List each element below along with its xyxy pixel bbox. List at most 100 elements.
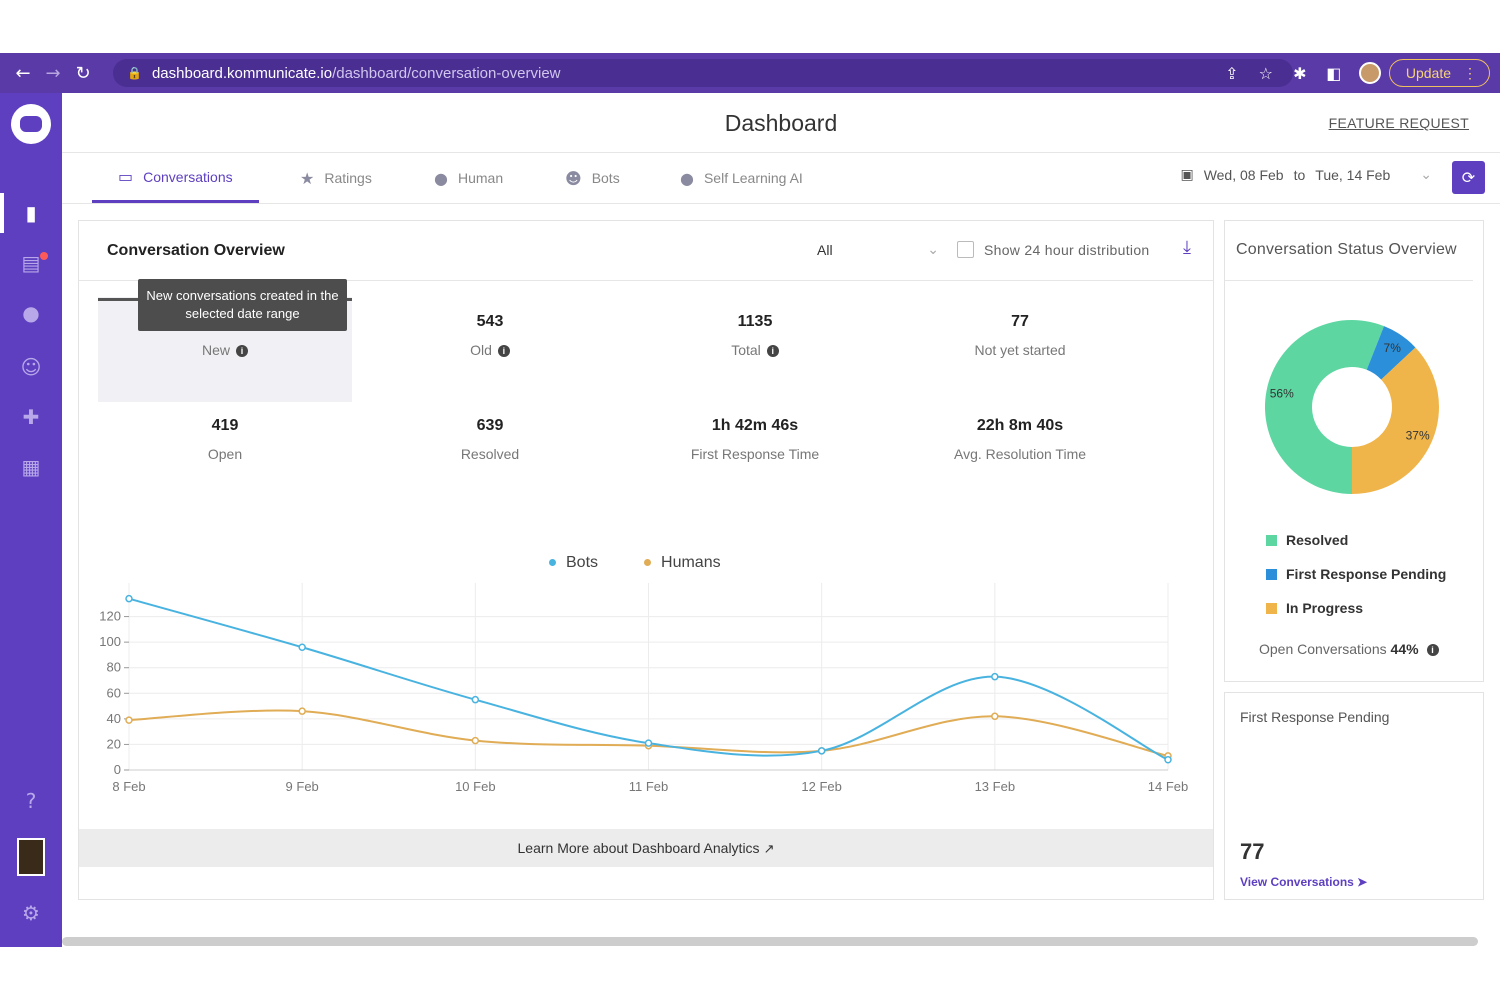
data-point-humans bbox=[125, 716, 133, 724]
metric-open[interactable]: 419 Open bbox=[98, 417, 352, 462]
metric-old[interactable]: 543 Old i bbox=[363, 313, 617, 358]
metric-total[interactable]: 1135 Total i bbox=[628, 313, 882, 358]
info-icon[interactable]: i bbox=[236, 345, 248, 358]
bookmark-star-icon[interactable]: ☆ bbox=[1258, 63, 1274, 83]
info-icon[interactable]: i bbox=[497, 345, 510, 358]
update-button[interactable]: Update ⋮ bbox=[1388, 59, 1490, 87]
left-sidebar: ▮ ▤ ● ☺ ✚ ▦ ? ⚙ bbox=[0, 93, 62, 947]
metric-not-started[interactable]: 77 Not yet started bbox=[893, 313, 1147, 358]
tab-label: Human bbox=[457, 170, 504, 186]
donut-slice-first-response-pending[interactable] bbox=[1366, 326, 1416, 380]
legend-item-first-response-pending[interactable]: First Response Pending bbox=[1266, 557, 1446, 591]
y-tick-label: 80 bbox=[107, 660, 121, 675]
first-response-pending-card: First Response Pending 77 View Conversat… bbox=[1224, 692, 1484, 900]
tab-bots[interactable]: ☻ Bots bbox=[539, 153, 646, 203]
conversations-nav-icon[interactable]: ▤ bbox=[0, 243, 62, 283]
date-range-picker[interactable]: ▣ Wed, 08 Feb to Tue, 14 Feb ⌄ bbox=[1180, 167, 1432, 183]
legend-item-resolved[interactable]: Resolved bbox=[1266, 523, 1446, 557]
profile-avatar[interactable] bbox=[1358, 62, 1381, 84]
link-label: View Conversations bbox=[1240, 875, 1354, 889]
filter-value: All bbox=[817, 242, 833, 258]
metric-resolved[interactable]: 639 Resolved bbox=[363, 417, 617, 462]
legend-item-humans[interactable]: Humans bbox=[644, 554, 721, 572]
address-bar[interactable]: 🔒 dashboard.kommunicate.io/dashboard/con… bbox=[113, 59, 1293, 87]
settings-gear-icon[interactable]: ⚙ bbox=[22, 901, 40, 925]
distribution-toggle[interactable]: Show 24 hour distribution bbox=[957, 241, 1150, 258]
metric-first-response-time[interactable]: 1h 42m 46s First Response Time bbox=[628, 417, 882, 462]
legend-item-in-progress[interactable]: In Progress bbox=[1266, 591, 1446, 625]
overview-title: Conversation Overview bbox=[107, 242, 285, 259]
legend-label: Resolved bbox=[1286, 532, 1349, 548]
x-tick-label: 12 Feb bbox=[801, 779, 841, 794]
browser-toolbar: ← → ↻ 🔒 dashboard.kommunicate.io/dashboa… bbox=[0, 53, 1500, 93]
calendar-icon: ▣ bbox=[1180, 167, 1194, 183]
learn-more-link[interactable]: Learn More about Dashboard Analytics bbox=[517, 840, 760, 856]
tab-self-learning-ai[interactable]: ● Self Learning AI bbox=[654, 153, 829, 203]
user-avatar[interactable] bbox=[17, 838, 45, 876]
metric-value: 1h 42m 46s bbox=[711, 417, 799, 434]
metric-label: Avg. Resolution Time bbox=[953, 446, 1087, 462]
metric-label: Not yet started bbox=[974, 342, 1066, 358]
users-nav-icon[interactable]: ● bbox=[22, 301, 40, 325]
feature-request-link[interactable]: FEATURE REQUEST bbox=[1328, 115, 1469, 131]
legend-label: Bots bbox=[566, 554, 599, 571]
info-icon[interactable]: i bbox=[766, 345, 779, 358]
data-point-bots bbox=[125, 594, 133, 603]
bulb-icon: ● bbox=[680, 168, 694, 188]
integrations-nav-icon[interactable]: ✚ bbox=[22, 405, 40, 429]
x-tick-label: 9 Feb bbox=[286, 779, 319, 794]
kommunicate-logo[interactable] bbox=[11, 104, 51, 144]
more-vert-icon: ⋮ bbox=[1463, 64, 1477, 81]
user-icon: ● bbox=[434, 168, 448, 188]
refresh-button[interactable]: ⟳ bbox=[1452, 161, 1485, 194]
tab-ratings[interactable]: ★ Ratings bbox=[274, 153, 398, 203]
sidepanel-icon[interactable]: ◧ bbox=[1326, 63, 1342, 83]
horizontal-scrollbar[interactable] bbox=[62, 937, 1478, 946]
metric-avg-resolution-time[interactable]: 22h 8m 40s Avg. Resolution Time bbox=[893, 417, 1147, 462]
tab-label: Self Learning AI bbox=[703, 170, 803, 186]
extensions-icon[interactable]: ✱ bbox=[1293, 63, 1307, 83]
info-icon[interactable]: i bbox=[1426, 644, 1439, 657]
legend-item-bots[interactable]: Bots bbox=[549, 554, 598, 572]
tab-conversations[interactable]: ▭ Conversations bbox=[92, 153, 259, 203]
url-host: dashboard.kommunicate.io bbox=[151, 64, 333, 82]
filter-select[interactable]: All ⌄ bbox=[817, 242, 939, 258]
help-icon[interactable]: ? bbox=[25, 789, 37, 813]
donut-slice-in-progress[interactable] bbox=[1352, 347, 1439, 494]
y-tick-label: 120 bbox=[99, 609, 121, 624]
learn-more-bar[interactable]: Learn More about Dashboard Analytics ↗ bbox=[79, 829, 1213, 867]
share-icon[interactable]: ⇪ bbox=[1225, 63, 1239, 83]
status-legend: Resolved First Response Pending In Progr… bbox=[1266, 523, 1446, 625]
legend-swatch bbox=[1266, 534, 1277, 546]
download-icon[interactable]: ⤓ bbox=[1183, 237, 1191, 258]
back-icon[interactable]: ← bbox=[15, 62, 31, 84]
metric-value: 543 bbox=[476, 313, 504, 330]
reload-icon[interactable]: ↻ bbox=[75, 62, 91, 84]
forward-icon[interactable]: → bbox=[45, 62, 61, 84]
y-tick-label: 20 bbox=[107, 736, 121, 751]
line-chart: 8 Feb 9 Feb 10 Feb 11 Feb 12 Feb 13 Feb 14 Feb… bbox=[99, 583, 1188, 794]
data-point-humans bbox=[471, 736, 480, 745]
metric-value: 22h 8m 40s bbox=[976, 417, 1064, 434]
donut-slice-resolved[interactable] bbox=[1265, 320, 1385, 494]
tab-human[interactable]: ● Human bbox=[408, 153, 529, 203]
url-path: /dashboard/conversation-overview bbox=[332, 64, 561, 82]
distribution-checkbox[interactable] bbox=[957, 241, 974, 258]
data-point-bots bbox=[298, 643, 306, 652]
metric-label: Resolved bbox=[460, 446, 520, 462]
donut-slice-label: 37% bbox=[1406, 428, 1430, 442]
y-tick-label: 0 bbox=[114, 762, 121, 777]
page-header: Dashboard FEATURE REQUEST bbox=[62, 93, 1500, 153]
reports-nav-icon[interactable]: ▦ bbox=[21, 455, 41, 479]
date-from: Wed, 08 Feb bbox=[1203, 167, 1284, 183]
dashboard-nav-icon[interactable]: ▮ bbox=[0, 193, 62, 233]
bot-nav-icon[interactable]: ☺ bbox=[20, 355, 42, 379]
metric-value: 639 bbox=[476, 417, 504, 434]
star-icon: ★ bbox=[300, 168, 315, 188]
donut-slice-label: 56% bbox=[1270, 387, 1294, 401]
metric-value: 77 bbox=[1011, 313, 1029, 330]
view-conversations-link[interactable]: View Conversations ➤ bbox=[1240, 875, 1367, 889]
divider bbox=[1225, 280, 1473, 281]
new-conversations-tooltip: New conversations created in the selecte… bbox=[138, 279, 347, 331]
date-sep: to bbox=[1293, 167, 1306, 183]
